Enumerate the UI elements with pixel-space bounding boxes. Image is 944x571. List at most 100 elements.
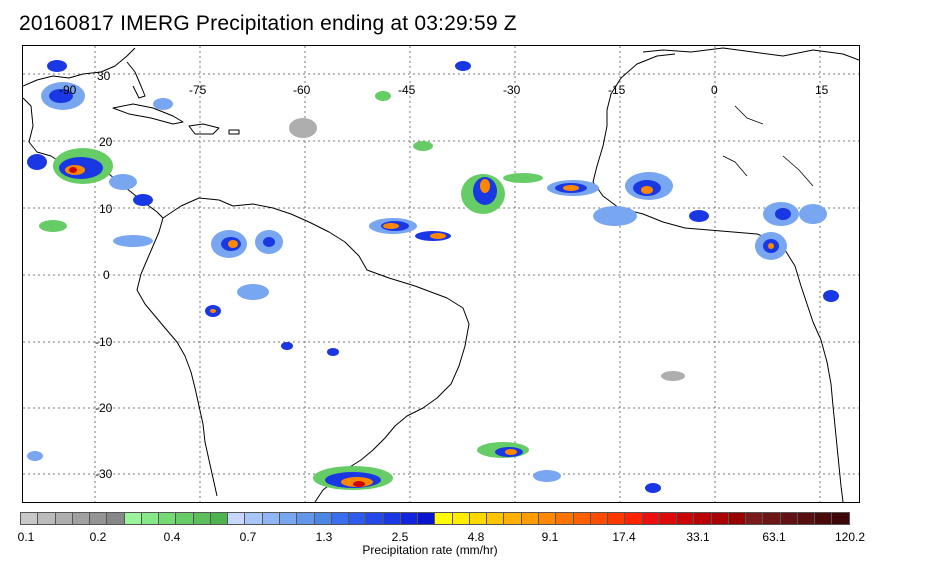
precip-cell	[27, 154, 47, 170]
colorbar-swatch	[107, 513, 125, 524]
precip-cell	[383, 223, 399, 229]
precip-cell	[228, 240, 238, 248]
lon-label: -30	[503, 83, 521, 97]
precip-cell	[768, 243, 774, 249]
precip-cell	[505, 449, 517, 455]
coastline-africa-interior	[722, 105, 814, 187]
colorbar-swatch	[210, 513, 229, 524]
precip-cell	[281, 342, 293, 350]
colorbar-swatch	[55, 513, 73, 524]
colorbar-swatch	[573, 513, 591, 524]
precip-cell	[289, 118, 317, 138]
colorbar-swatch	[193, 513, 211, 524]
colorbar-swatch	[538, 513, 557, 524]
colorbar-swatch	[797, 513, 816, 524]
lon-label: -60	[293, 83, 311, 97]
lat-label: 30	[97, 69, 111, 83]
precip-cell	[69, 167, 77, 173]
lat-label: -30	[95, 467, 113, 481]
coastline-africa	[592, 53, 844, 502]
map-panel: -90 -75 -60 -45 -30 -15 0 15 30 20 10 0 …	[22, 45, 860, 503]
precip-cell	[593, 206, 637, 226]
colorbar-swatch	[38, 513, 56, 524]
lat-label: 0	[103, 268, 110, 282]
colorbar-tick-label: 0.7	[239, 530, 257, 544]
lon-label: -15	[608, 83, 626, 97]
colorbar-swatch	[279, 513, 298, 524]
colorbar-swatch	[608, 513, 626, 524]
precip-cell	[455, 61, 471, 71]
colorbar-swatch	[832, 513, 849, 524]
coastline-cuba	[112, 103, 184, 125]
colorbar-swatch	[469, 513, 488, 524]
lat-label: -20	[95, 401, 113, 415]
colorbar-swatch	[72, 513, 91, 524]
colorbar-swatch	[262, 513, 280, 524]
precip-cell	[109, 174, 137, 190]
coastline-south-america	[136, 197, 470, 502]
colorbar-swatch	[763, 513, 781, 524]
colorbar-swatch	[159, 513, 177, 524]
precip-cell	[47, 60, 67, 72]
colorbar-swatch	[625, 513, 643, 524]
coastline-puerto-rico	[228, 129, 240, 135]
colorbar-swatch	[383, 513, 401, 524]
colorbar-swatch	[245, 513, 263, 524]
precip-cell	[27, 451, 43, 461]
colorbar-tick-label: 63.1	[762, 530, 786, 544]
lon-label: 0	[711, 83, 718, 97]
lat-label: 10	[99, 202, 113, 216]
lon-label: -75	[189, 83, 207, 97]
precip-cell	[641, 186, 653, 194]
chart-title: 20160817 IMERG Precipitation ending at 0…	[19, 12, 517, 35]
colorbar-swatch	[694, 513, 712, 524]
colorbar-swatch	[642, 513, 660, 524]
colorbar-swatch	[746, 513, 764, 524]
precip-cell	[413, 141, 433, 151]
colorbar-tick-label: 9.1	[541, 530, 559, 544]
lat-label: 20	[99, 135, 113, 149]
precip-cell	[263, 237, 275, 247]
colorbar	[20, 512, 850, 525]
colorbar-tick-label: 1.3	[315, 530, 333, 544]
colorbar-tick-label: 33.1	[686, 530, 710, 544]
precip-cell	[645, 483, 661, 493]
precip-cell	[775, 208, 791, 220]
precip-cell	[49, 89, 73, 103]
precipitation-map	[23, 46, 859, 502]
lat-label: -10	[95, 335, 113, 349]
precip-cell	[133, 194, 153, 206]
precip-cell	[823, 290, 839, 302]
colorbar-tick-label: 17.4	[612, 530, 636, 544]
precip-cell	[533, 470, 561, 482]
colorbar-swatch	[228, 513, 246, 524]
colorbar-tick-label: 2.5	[391, 530, 409, 544]
precip-cell	[563, 185, 579, 191]
colorbar-tick-label: 0.2	[89, 530, 107, 544]
colorbar-label: Precipitation rate (mm/hr)	[362, 543, 498, 557]
colorbar-swatch	[176, 513, 194, 524]
colorbar-swatch	[124, 513, 142, 524]
colorbar-swatch	[590, 513, 609, 524]
colorbar-swatch	[418, 513, 436, 524]
colorbar-swatch	[314, 513, 332, 524]
precip-cell	[689, 210, 709, 222]
coastlines	[23, 47, 859, 502]
colorbar-swatch	[141, 513, 160, 524]
colorbar-swatch	[780, 513, 798, 524]
colorbar-swatch	[677, 513, 695, 524]
precip-cell	[327, 348, 339, 356]
precip-cell	[39, 220, 67, 232]
colorbar-swatch	[504, 513, 522, 524]
colorbar-swatch	[659, 513, 678, 524]
precip-cell	[113, 235, 153, 247]
colorbar-swatch	[349, 513, 367, 524]
coastline-hispaniola	[188, 123, 220, 135]
precip-cell	[503, 173, 543, 183]
precip-cell	[353, 481, 365, 487]
precip-cell	[480, 179, 490, 193]
colorbar-swatch	[400, 513, 419, 524]
precip-cell	[661, 371, 685, 381]
colorbar-swatch	[815, 513, 833, 524]
precip-cell	[799, 204, 827, 224]
